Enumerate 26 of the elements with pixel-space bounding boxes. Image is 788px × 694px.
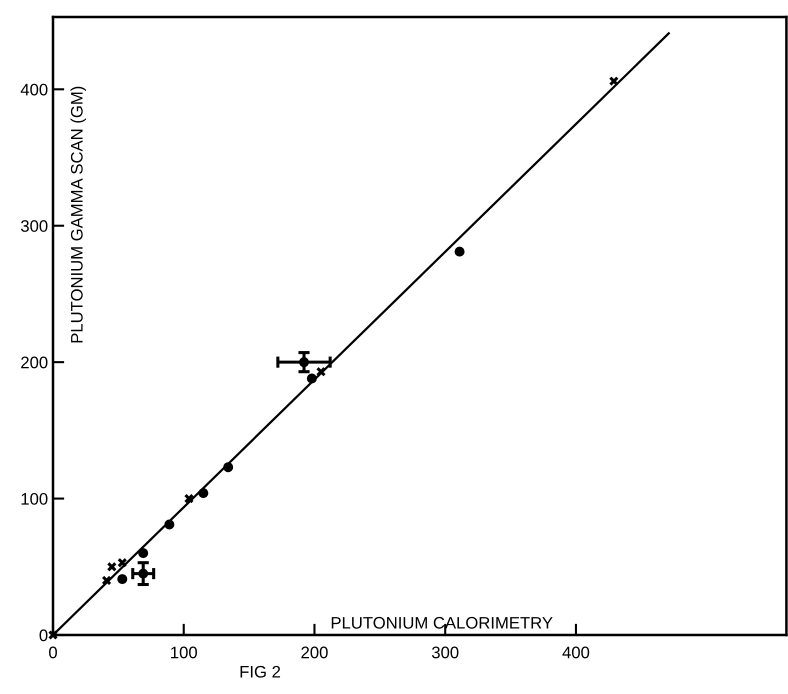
point bbox=[608, 76, 619, 86]
point bbox=[184, 494, 194, 504]
y-tick-label: 200 bbox=[21, 356, 48, 368]
point bbox=[306, 374, 317, 384]
caption: FIG 2 bbox=[240, 666, 280, 678]
point bbox=[117, 574, 128, 584]
point bbox=[106, 562, 117, 572]
x-tick-label: 100 bbox=[171, 646, 197, 658]
x-tick-label: 200 bbox=[301, 646, 328, 658]
point bbox=[117, 558, 128, 568]
y-tick-label: 100 bbox=[22, 492, 48, 505]
point bbox=[102, 575, 112, 586]
y-tick-label: 400 bbox=[20, 84, 48, 96]
x-tick-label: 300 bbox=[432, 646, 458, 658]
y-tick-label: 300 bbox=[20, 220, 48, 232]
point bbox=[223, 462, 234, 472]
y-axis-title: PLUTONIUM GAMMA SCAN (GM) bbox=[70, 86, 86, 342]
point bbox=[198, 488, 208, 498]
point bbox=[316, 366, 326, 377]
point bbox=[454, 246, 465, 257]
point bbox=[164, 519, 174, 530]
point bbox=[138, 548, 148, 558]
x-axis-title: PLUTONIUM CALORIMETRY bbox=[332, 616, 553, 629]
x-tick-label: 400 bbox=[562, 646, 590, 658]
x-tick-label: 0 bbox=[49, 646, 57, 658]
y-tick-label: 0 bbox=[40, 629, 48, 642]
